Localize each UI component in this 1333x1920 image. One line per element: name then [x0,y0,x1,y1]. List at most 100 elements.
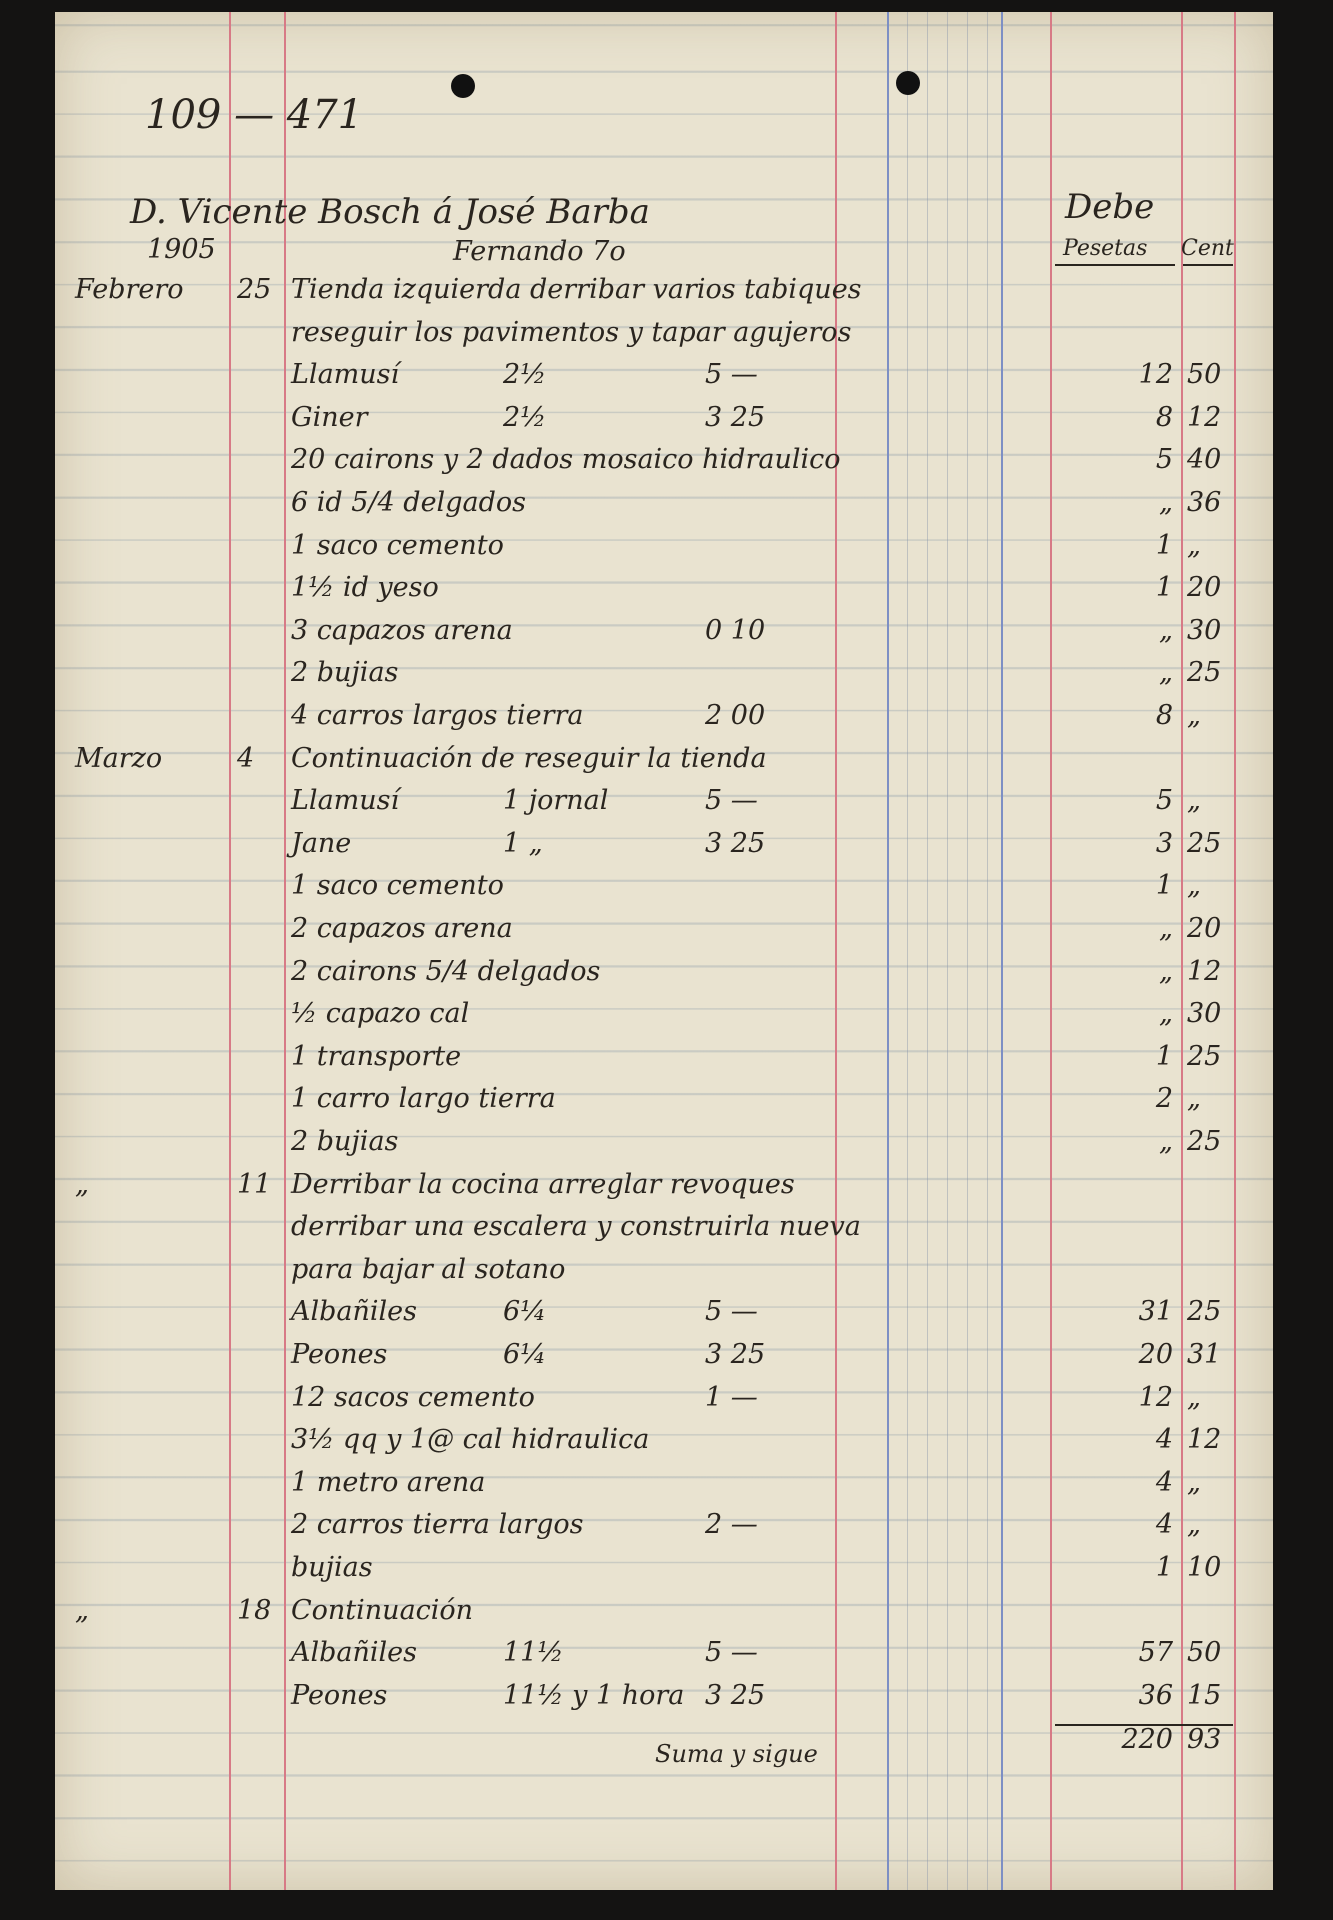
row-pesetas: 1 [1155,572,1173,604]
column-line [835,12,837,1890]
heading-underline [1183,264,1233,266]
row-description: para bajar al sotano [291,1253,566,1285]
row-rate: 2 — [705,1509,758,1541]
margin-line [284,12,286,1890]
total-rule [1055,1724,1233,1726]
column-line [887,12,889,1890]
punch-hole [451,74,475,98]
ledger-page: 109 — 471 D. Vicente Bosch á José Barba … [55,12,1273,1890]
row-rate: 3 25 [705,401,766,433]
row-day: 18 [237,1594,272,1626]
grid-line [907,12,908,1890]
row-cents: 25 [1187,827,1222,859]
row-description: 2 cairons 5/4 delgados [291,955,601,987]
column-line [1181,12,1183,1890]
row-pesetas: 3 [1155,827,1173,859]
row-cents: 31 [1187,1339,1222,1370]
row-cents: 40 [1187,444,1222,476]
row-rate: 5 — [705,1637,758,1669]
grid-line [947,12,948,1890]
row-cents: 30 [1187,614,1222,646]
row-cents: 30 [1187,998,1222,1030]
row-cents: 50 [1187,359,1222,391]
row-description: Jane [291,827,352,859]
row-cents: 15 [1187,1679,1222,1711]
row-cents: 25 [1187,1296,1222,1328]
address: Fernando 7o [453,236,626,267]
row-pesetas: 5 [1155,444,1173,476]
row-cents: 36 [1187,487,1222,518]
grid-line [967,12,968,1890]
year: 1905 [147,234,216,265]
grid-line [987,12,988,1890]
row-cents: „ [1187,870,1201,902]
row-cents: 25 [1187,1040,1222,1072]
row-description: derribar una escalera y construirla nuev… [291,1211,861,1243]
row-rate: 5 — [705,1296,758,1328]
row-description: ½ capazo cal [291,998,470,1030]
row-cents: 50 [1187,1637,1222,1669]
carry-forward-label: Suma y sigue [655,1740,818,1768]
row-pesetas: „ [1159,1126,1173,1157]
row-cents: 12 [1187,1424,1222,1456]
row-description: 2 capazos arena [291,913,513,944]
row-cents: 25 [1187,657,1222,689]
row-quantity: 11½ y 1 hora [503,1679,685,1711]
row-rate: 3 25 [705,1339,766,1370]
row-pesetas: „ [1159,657,1173,689]
row-rate: 5 — [705,359,758,391]
row-cents: „ [1187,785,1201,817]
grid-line [927,12,928,1890]
row-description: Llamusí [291,785,400,817]
margin-line [229,12,231,1890]
row-cents: 12 [1187,401,1222,433]
row-quantity: 6¼ [503,1296,547,1328]
row-description: Albañiles [291,1296,418,1328]
row-month: „ [75,1594,89,1626]
row-quantity: 6¼ [503,1339,547,1370]
row-pesetas: 1 [1155,529,1173,561]
row-pesetas: 1 [1155,870,1173,902]
cent-heading: Cent [1181,236,1234,261]
row-pesetas: 8 [1155,700,1173,731]
row-description: Continuación de reseguir la tienda [291,742,767,774]
row-description: reseguir los pavimentos y tapar agujeros [291,316,852,348]
row-pesetas: 12 [1138,1381,1173,1413]
column-line [1234,12,1236,1890]
row-day: 4 [237,742,255,774]
row-description: 3 capazos arena [291,614,513,646]
reference-number: 109 — 471 [145,92,364,138]
row-cents: „ [1187,1509,1201,1541]
row-description: 1 transporte [291,1040,462,1072]
document-title: D. Vicente Bosch á José Barba [130,192,650,232]
row-description: Albañiles [291,1637,418,1669]
row-rate: 5 — [705,785,758,817]
row-description: Llamusí [291,359,400,391]
row-day: 11 [237,1168,272,1200]
row-pesetas: „ [1159,614,1173,646]
row-pesetas: 57 [1138,1637,1173,1669]
row-cents: „ [1187,529,1201,561]
row-description: Tienda izquierda derribar varios tabique… [291,274,862,305]
row-month: „ [75,1168,89,1200]
column-line [1001,12,1003,1890]
row-description: Peones [291,1339,388,1370]
row-description: Continuación [291,1594,474,1626]
row-pesetas: 1 [1155,1040,1173,1072]
row-description: 3½ qq y 1@ cal hidraulica [291,1424,650,1456]
debe-heading: Debe [1065,187,1155,227]
row-pesetas: 12 [1138,359,1173,391]
row-pesetas: 36 [1138,1679,1173,1711]
row-description: bujias [291,1552,373,1583]
row-quantity: 1 „ [503,827,543,859]
row-description: 1 metro arena [291,1466,486,1498]
row-cents: 10 [1187,1552,1222,1583]
row-pesetas: 2 [1155,1083,1173,1115]
row-description: Giner [291,401,368,433]
row-pesetas: „ [1159,487,1173,518]
row-description: 1 carro largo tierra [291,1083,556,1115]
row-description: 2 bujias [291,657,399,689]
column-line [1050,12,1052,1890]
row-pesetas: „ [1159,913,1173,944]
row-description: 2 bujias [291,1126,399,1157]
